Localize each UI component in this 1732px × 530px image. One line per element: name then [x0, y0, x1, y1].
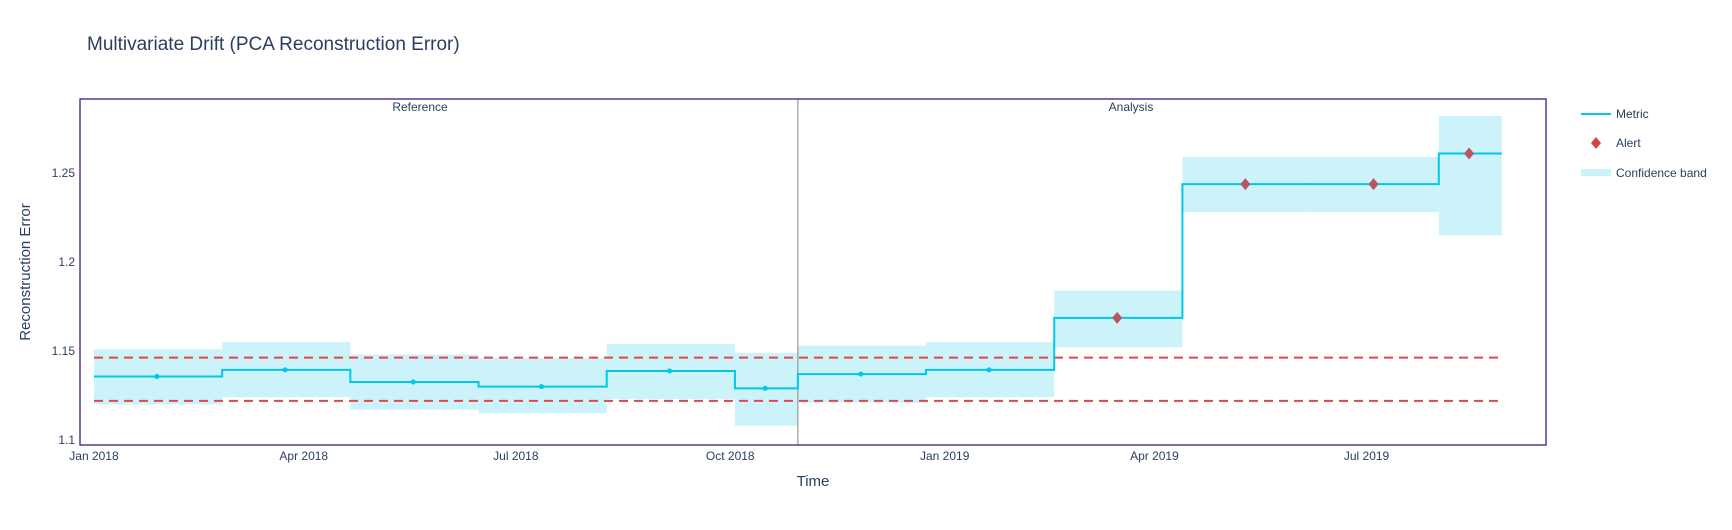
x-tick-label: Oct 2018: [706, 449, 755, 463]
x-tick-label: Apr 2019: [1130, 449, 1179, 463]
confidence-band: [1438, 116, 1502, 236]
legend-label-metric: Metric: [1616, 107, 1649, 121]
x-axis-ticks: Jan 2018 Apr 2018 Jul 2018 Oct 2018 Jan 2019…: [69, 449, 1389, 463]
y-axis-ticks: 1.1 1.15 1.2 1.25: [52, 166, 76, 447]
y-tick-label: 1.2: [58, 255, 75, 269]
metric-point: [986, 367, 992, 373]
legend[interactable]: Metric Alert Confidence band: [1581, 107, 1707, 180]
metric-point: [858, 371, 864, 377]
x-tick-label: Jul 2018: [493, 449, 539, 463]
metric-line: [93, 152, 1502, 390]
x-tick-label: Jan 2018: [69, 449, 119, 463]
metric-point: [154, 373, 160, 379]
alert-marker: [1240, 178, 1251, 191]
metric-point: [538, 384, 544, 390]
y-tick-label: 1.25: [52, 166, 76, 180]
plot-border: [79, 98, 1547, 446]
y-tick-label: 1.15: [52, 344, 76, 358]
metric-point: [667, 368, 673, 374]
band-swatch-icon: [1581, 169, 1611, 176]
metric-markers: [154, 147, 1475, 391]
chart-title: Multivariate Drift (PCA Reconstruction E…: [87, 34, 460, 55]
y-tick-label: 1.1: [58, 433, 75, 447]
metric-point: [762, 385, 768, 391]
x-axis-label: Time: [797, 473, 830, 490]
metric-series: [93, 152, 1502, 390]
alert-marker: [1368, 178, 1379, 191]
alert-marker: [1112, 311, 1123, 324]
threshold-lines: [93, 356, 1502, 402]
period-label-analysis: Analysis: [1109, 100, 1154, 114]
diamond-icon: [1591, 137, 1601, 149]
x-tick-label: Jul 2019: [1344, 449, 1390, 463]
legend-label-alert: Alert: [1616, 136, 1641, 150]
legend-item-metric[interactable]: Metric: [1581, 107, 1649, 121]
alert-marker: [1464, 147, 1475, 160]
y-axis-label: Reconstruction Error: [17, 203, 34, 341]
period-label-reference: Reference: [392, 100, 448, 114]
metric-point: [282, 367, 288, 373]
metric-point: [410, 379, 416, 385]
legend-item-alert[interactable]: Alert: [1591, 136, 1641, 150]
legend-label-band: Confidence band: [1616, 166, 1707, 180]
legend-item-band[interactable]: Confidence band: [1581, 166, 1707, 180]
x-tick-label: Jan 2019: [920, 449, 970, 463]
x-tick-label: Apr 2018: [279, 449, 328, 463]
